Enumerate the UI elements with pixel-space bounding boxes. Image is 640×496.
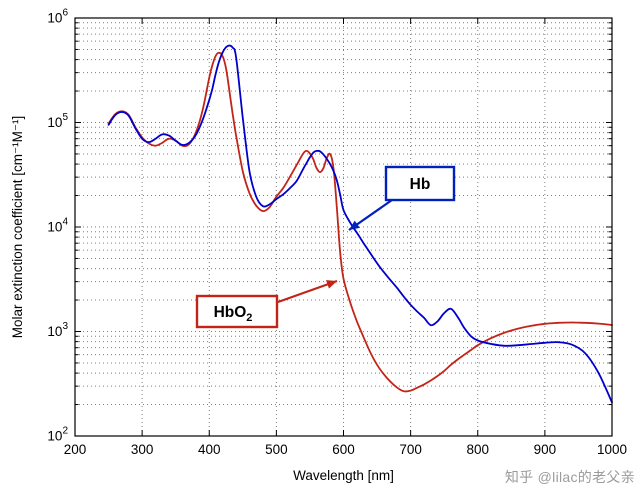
series-hb-line [107, 44, 613, 404]
y-axis-label: Molar extinction coefficient [cm⁻¹M⁻¹] [10, 116, 25, 339]
annotation-label: Hb [410, 176, 431, 193]
annotation-arrowhead [326, 280, 337, 289]
x-tick-label: 800 [466, 442, 489, 457]
annotation-arrowhead [349, 220, 360, 230]
annotation-hbo2: HbO2 [195, 279, 338, 329]
x-tick-label: 600 [332, 442, 355, 457]
annotation-arrow [277, 279, 338, 304]
y-tick-label: 105 [47, 112, 68, 130]
x-tick-label: 700 [399, 442, 422, 457]
x-tick-labels: 200 300 400 500 600 700 800 900 1000 [64, 442, 627, 457]
annotation-box [384, 165, 456, 202]
x-tick-label: 1000 [597, 442, 627, 457]
watermark: 知乎 @lilac的老父亲 [504, 469, 635, 485]
x-tick-label: 200 [64, 442, 87, 457]
tick-marks [74, 17, 613, 437]
y-tick-label: 104 [47, 217, 68, 235]
y-tick-label: 102 [47, 426, 68, 444]
annotation-hb: Hb [348, 165, 456, 231]
y-tick-label: 106 [47, 8, 68, 26]
grid-lines [75, 18, 612, 436]
x-tick-label: 400 [198, 442, 221, 457]
annotation-label: HbO2 [214, 304, 253, 324]
x-tick-label: 500 [265, 442, 288, 457]
x-axis-label: Wavelength [nm] [293, 468, 394, 483]
annotation-box [195, 294, 279, 329]
x-tick-label: 900 [534, 442, 557, 457]
y-tick-labels: 102 103 104 105 106 [47, 8, 68, 444]
y-tick-label: 103 [47, 321, 68, 339]
x-tick-label: 300 [131, 442, 154, 457]
